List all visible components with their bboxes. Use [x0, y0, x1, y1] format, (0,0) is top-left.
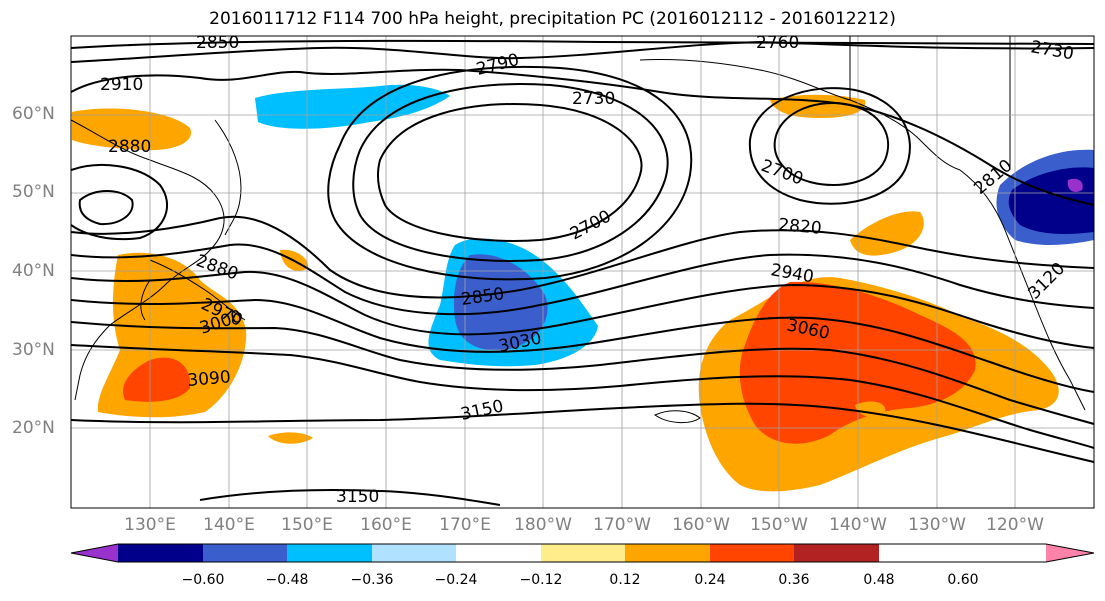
lon-label: 130°W — [908, 515, 966, 535]
lat-label-40n: 40°N — [12, 261, 55, 281]
colorbar-segment — [794, 544, 879, 562]
colorbar-segment — [625, 544, 710, 562]
precip-area-aleutian-negative — [255, 84, 450, 129]
contour-alaska-low-2 — [748, 87, 911, 205]
contour-3150-south — [199, 489, 501, 506]
contour-low-west-outer — [71, 164, 169, 241]
contour-low-west — [78, 190, 134, 226]
colorbar-outline — [70, 543, 1095, 563]
contour-band-3 — [71, 270, 1094, 349]
contour-3090 — [71, 344, 1094, 449]
contour-3150 — [71, 402, 1094, 463]
contour-2910 — [71, 68, 1094, 206]
colorbar-segment — [456, 544, 541, 562]
lon-label: 170°W — [593, 515, 651, 535]
map-title: 2016011712 F114 700 hPa height, precipit… — [209, 9, 896, 29]
colorbar-tick-label: −0.60 — [181, 572, 225, 588]
lon-label: 120°W — [986, 515, 1044, 535]
precip-core-japan — [122, 357, 191, 402]
precip-area-west-pacific-north — [72, 108, 192, 151]
colorbar-tick-label: 0.48 — [863, 572, 895, 588]
lat-label-30n: 30°N — [12, 340, 55, 360]
colorbar-tick-label: −0.48 — [265, 572, 309, 588]
lon-label: 170°E — [439, 515, 491, 535]
contour-label: 2730 — [572, 89, 615, 109]
contour-label: 2820 — [778, 215, 823, 239]
colorbar-tick-label: −0.12 — [519, 572, 563, 588]
contour-band-1 — [71, 215, 1094, 299]
lon-label: 160°E — [360, 515, 412, 535]
lon-label: 180°W — [514, 515, 572, 535]
lat-label-60n: 60°N — [12, 104, 55, 124]
contour-main-low-1 — [376, 103, 643, 242]
contour-labels: 2850 2910 2880 2790 2760 2730 2730 2700 … — [100, 33, 1075, 507]
contour-label: 2850 — [196, 33, 239, 53]
coastline-hawaii — [653, 410, 701, 423]
colorbar-segment — [710, 544, 794, 562]
contour-label: 3090 — [187, 367, 232, 391]
contour-band-4 — [71, 298, 1094, 393]
coastline-alaska — [639, 58, 961, 171]
height-contours — [71, 39, 1094, 506]
colorbar-extend-low — [71, 544, 118, 562]
coastline-korea — [140, 279, 151, 321]
contour-band-2 — [71, 243, 1094, 316]
colorbar — [70, 543, 1095, 563]
lon-label: 130°E — [124, 515, 176, 535]
contour-north-1 — [71, 39, 1094, 49]
colorbar-tick-label: −0.24 — [434, 572, 478, 588]
precip-area-small-2 — [268, 432, 313, 444]
colorbar-segment — [372, 544, 456, 562]
lon-label: 160°W — [672, 515, 730, 535]
coastline-kamchatka — [214, 119, 242, 236]
contour-band-5 — [71, 321, 1094, 425]
colorbar-extend-high — [1046, 544, 1094, 562]
colorbar-tick-label: 0.60 — [947, 572, 979, 588]
lat-label-50n: 50°N — [12, 182, 55, 202]
colorbar-tick-label: −0.36 — [350, 572, 394, 588]
contour-label: 2760 — [756, 33, 799, 53]
precip-max-nw-coast-negative — [1067, 178, 1083, 192]
colorbar-segment — [541, 544, 625, 562]
coastline-na-west — [959, 169, 1086, 411]
contour-alaska-low-1 — [773, 102, 890, 186]
lon-label: 140°W — [829, 515, 887, 535]
graticule — [71, 36, 1094, 508]
contour-north-2 — [71, 40, 1094, 63]
contour-main-low-2 — [352, 83, 669, 262]
contour-label: 2910 — [100, 75, 143, 95]
coastline-japan — [149, 259, 246, 321]
contour-label: 3150 — [336, 487, 379, 507]
map-frame — [70, 35, 1095, 509]
lon-label: 150°W — [750, 515, 808, 535]
lon-label: 140°E — [203, 515, 255, 535]
colorbar-tick-label: 0.36 — [778, 572, 810, 588]
lon-label: 150°E — [281, 515, 333, 535]
colorbar-segment — [118, 544, 203, 562]
colorbar-segment — [203, 544, 287, 562]
colorbar-tick-label: 0.12 — [609, 572, 641, 588]
contour-main-low-3 — [327, 65, 693, 281]
colorbar-segment — [287, 544, 372, 562]
colorbar-tick-label: 0.24 — [694, 572, 726, 588]
lat-label-20n: 20°N — [12, 418, 55, 438]
contour-label: 2880 — [108, 137, 151, 157]
